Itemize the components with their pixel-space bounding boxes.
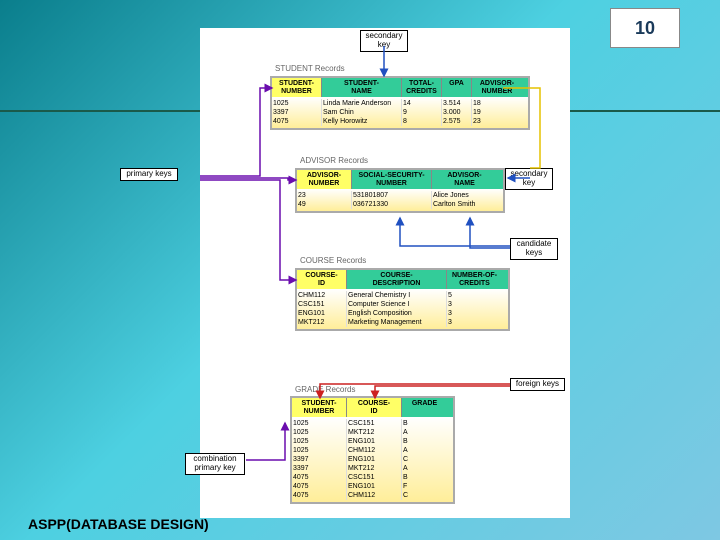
diagram-area: secondarykey primary keys secondarykey c… <box>200 28 570 518</box>
arrows-layer <box>200 28 620 528</box>
label-primary-keys: primary keys <box>120 168 178 181</box>
footer-text: ASPP(DATABASE DESIGN) <box>28 516 209 532</box>
slide-number: 10 <box>610 8 680 48</box>
